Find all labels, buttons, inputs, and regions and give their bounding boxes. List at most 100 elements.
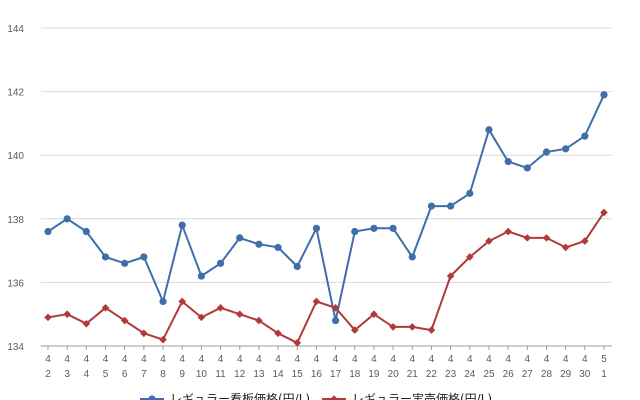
x-tick-day: 9 xyxy=(179,369,185,380)
x-tick-month: 4 xyxy=(84,354,90,365)
x-tick-day: 26 xyxy=(503,369,515,380)
x-tick-day: 13 xyxy=(253,369,265,380)
data-point xyxy=(408,323,417,331)
data-point xyxy=(581,237,589,245)
legend-label: レギュラー看板価格(円/L) xyxy=(170,391,310,400)
x-tick-day: 8 xyxy=(160,369,166,380)
data-point xyxy=(312,297,321,306)
data-point xyxy=(581,132,589,140)
data-point xyxy=(542,234,551,242)
y-tick-label: 138 xyxy=(7,215,24,226)
data-point xyxy=(331,304,340,312)
data-point xyxy=(120,316,129,325)
data-point xyxy=(82,227,90,236)
legend-label: レギュラー実売価格(円/L) xyxy=(352,391,492,400)
data-point xyxy=(159,297,167,306)
series-2 xyxy=(44,208,608,347)
y-tick-label: 142 xyxy=(7,88,24,99)
data-point xyxy=(408,253,416,261)
x-tick-month: 4 xyxy=(45,354,51,365)
x-tick-month: 4 xyxy=(103,354,109,365)
data-point xyxy=(82,319,91,328)
data-point xyxy=(140,253,148,261)
x-tick-month: 4 xyxy=(352,354,358,365)
data-point xyxy=(44,227,52,236)
x-tick-month: 4 xyxy=(390,354,396,365)
x-tick-month: 4 xyxy=(467,354,473,365)
data-point xyxy=(504,227,512,236)
x-tick-month: 4 xyxy=(525,354,531,365)
legend-item-2: レギュラー実売価格(円/L) xyxy=(322,391,492,400)
x-tick-day: 27 xyxy=(522,369,534,380)
data-point xyxy=(235,310,244,318)
x-tick-day: 20 xyxy=(388,369,400,380)
data-point xyxy=(600,91,608,99)
legend-item-1: レギュラー看板価格(円/L) xyxy=(140,391,310,400)
x-axis-ticks: 4243444546474849410411412413414415416417… xyxy=(45,346,607,380)
x-tick-day: 3 xyxy=(64,369,70,380)
x-tick-month: 4 xyxy=(544,354,550,365)
series-layer xyxy=(44,91,608,347)
x-tick-month: 4 xyxy=(582,354,588,365)
data-point xyxy=(293,339,302,347)
x-tick-month: 4 xyxy=(371,354,377,365)
x-tick-day: 10 xyxy=(196,369,208,380)
x-tick-day: 30 xyxy=(579,369,591,380)
x-tick-month: 4 xyxy=(314,354,320,365)
data-point xyxy=(351,227,359,236)
data-point xyxy=(159,335,167,344)
data-point xyxy=(389,224,397,232)
x-tick-day: 11 xyxy=(215,369,226,380)
x-tick-month: 4 xyxy=(486,354,492,365)
x-tick-day: 14 xyxy=(273,369,285,380)
series-line xyxy=(47,94,605,322)
x-tick-month: 4 xyxy=(237,354,243,365)
data-point xyxy=(255,240,263,248)
x-tick-month: 4 xyxy=(294,354,300,365)
x-tick-day: 18 xyxy=(349,369,361,380)
x-tick-day: 7 xyxy=(141,369,147,380)
x-tick-month: 4 xyxy=(448,354,454,365)
data-point xyxy=(216,259,225,267)
data-point xyxy=(523,164,531,172)
x-tick-day: 12 xyxy=(234,369,246,380)
x-tick-month: 4 xyxy=(563,354,569,365)
series-line xyxy=(47,211,605,344)
x-tick-day: 15 xyxy=(292,369,304,380)
x-tick-month: 4 xyxy=(429,354,435,365)
x-tick-month: 4 xyxy=(179,354,185,365)
data-point xyxy=(121,259,129,267)
y-tick-label: 134 xyxy=(7,342,24,353)
data-point xyxy=(101,253,110,261)
data-point xyxy=(140,329,148,338)
data-point xyxy=(562,145,570,153)
x-tick-month: 4 xyxy=(275,354,281,365)
data-point xyxy=(63,310,71,318)
data-point xyxy=(446,272,455,280)
data-point xyxy=(465,253,474,261)
data-point xyxy=(485,237,493,245)
x-tick-month: 4 xyxy=(160,354,166,365)
legend-marker xyxy=(148,395,156,400)
x-tick-month: 4 xyxy=(64,354,70,365)
x-tick-month: 4 xyxy=(333,354,339,365)
x-tick-month: 4 xyxy=(256,354,262,365)
data-point xyxy=(63,215,71,223)
legend-marker xyxy=(330,395,338,400)
y-tick-label: 144 xyxy=(7,24,24,35)
x-tick-day: 24 xyxy=(464,369,476,380)
data-point xyxy=(427,326,436,334)
data-point xyxy=(523,234,532,242)
x-tick-day: 28 xyxy=(541,369,553,380)
data-point xyxy=(485,126,493,134)
x-tick-day: 29 xyxy=(560,369,572,380)
data-point xyxy=(293,262,301,271)
data-point xyxy=(274,243,282,252)
x-tick-month: 4 xyxy=(218,354,224,365)
x-tick-day: 19 xyxy=(368,369,380,380)
x-tick-day: 5 xyxy=(103,369,109,380)
x-tick-day: 6 xyxy=(122,369,128,380)
data-point xyxy=(350,326,359,334)
data-point xyxy=(178,221,186,229)
x-tick-day: 23 xyxy=(445,369,457,380)
